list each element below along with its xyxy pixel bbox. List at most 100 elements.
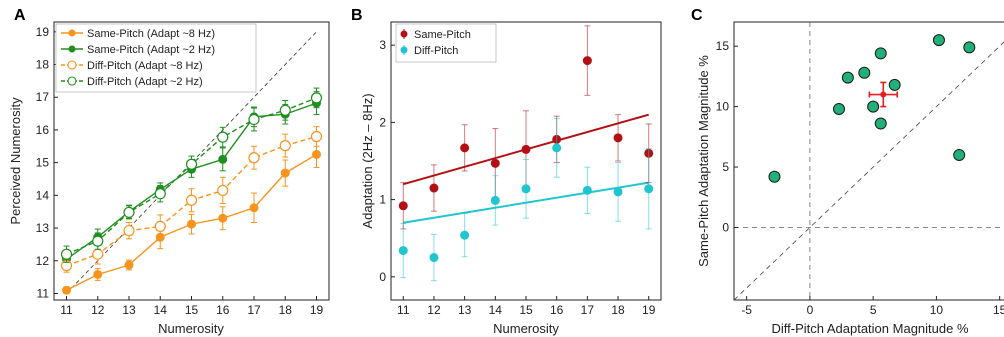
panel-b-legend-marker [400,46,408,54]
panel-b-xtick-label: 15 [519,303,533,317]
panel-b-point [429,183,439,193]
panel-c-point [858,66,871,79]
panel-a-point [185,158,198,170]
panel-b-xtick-label: 13 [458,303,472,317]
panel-a-xtick-label: 19 [310,303,324,317]
panel-c-mean-point [880,91,887,98]
panel-b-xtick-label: 12 [427,303,441,317]
panel-a-ytick-label: 17 [36,90,50,104]
panel-c-point [963,41,976,54]
panel-a-legend-label: Same-Pitch (Adapt ~8 Hz) [87,28,215,40]
panel-a-point [218,154,228,164]
panel-b-point [398,201,408,211]
panel-a-xtick-label: 18 [279,303,293,317]
panel-b-point [582,56,592,66]
panel-b-xtick-label: 18 [611,303,625,317]
panel-b-legend-marker [400,30,408,38]
panel-a-ytick-label: 14 [36,188,50,202]
panel-a-point [249,203,259,213]
panel-c-point [833,103,846,116]
panel-b-xtick-label: 14 [489,303,503,317]
panel-b-ytick-label: 1 [379,193,386,207]
panel-a-point [92,235,104,247]
panel-a-point [248,152,260,164]
panel-b-point [490,195,500,205]
panel-a-x-ticks: 11 12 13 14 15 16 17 18 19 [60,296,323,317]
panel-a-xlabel: Numerosity [158,321,224,336]
panel-a-point [248,113,260,126]
panel-b-point [429,253,439,263]
panel-a-point [93,269,103,279]
panel-c-points-layer [768,34,976,183]
panel-a-xtick-label: 12 [91,303,105,317]
panel-a-point [310,130,323,143]
panel-a-ytick-label: 13 [36,221,50,235]
panel-c-xtick-label: 5 [870,303,877,317]
panel-a-point [280,168,290,178]
panel-a-point [187,219,196,229]
panel-c-ytick-label: 15 [716,39,730,53]
panel-b-ytick-label: 0 [379,270,386,284]
panel-b-label: B [351,7,363,24]
panel-a-legend-marker [68,29,76,37]
panel-c-ytick-label: 0 [722,220,729,234]
panel-c-point [874,47,887,60]
panel-a-point [123,206,135,218]
panel-a-legend-marker [67,60,77,70]
panel-a-point [310,92,323,104]
panel-b-point [490,158,500,168]
panel-b-point [552,143,562,153]
panel-c-reference-lines [733,22,1004,301]
panel-b-legend-label: Diff-Pitch [414,45,458,57]
panel-b-point [521,144,531,154]
panel-b-x-ticks: 11 12 13 14 15 16 17 18 19 [397,296,656,317]
panel-a-point [217,131,229,143]
panel-a-point [154,188,166,200]
panel-b-point [644,184,654,194]
panel-b-point [460,230,470,240]
panel-b-point [521,184,531,194]
panel-a-xtick-label: 16 [216,303,230,317]
panel-b-legend: Same-Pitch Diff-Pitch [395,23,497,63]
panel-c-point [888,78,901,91]
panel-a-xtick-label: 14 [154,303,168,317]
panel-a-point [217,184,229,197]
panel-c-xtick-label: 10 [930,303,944,317]
panel-c-point [841,71,854,84]
panel-a-identity-line [66,31,317,294]
panel-c-xtick-label: 0 [807,303,814,317]
panel-c-ytick-label: 10 [716,100,730,114]
panel-c-axes-box [733,21,1004,301]
panel-c-point [932,34,945,47]
panel-b-point [613,187,623,197]
panel-a-point [62,285,71,295]
panel-a-point [154,220,166,233]
panel-c-point [874,117,887,130]
panel-b-ylabel: Adaptation (2Hz – 8Hz) [360,93,375,228]
panel-a-ylabel: Perceived Numerosity [8,97,23,225]
panel-c-point [768,170,781,183]
panel-c-point [953,148,966,161]
panel-a-series-layer [60,87,323,295]
panel-c-xlabel: Diff-Pitch Adaptation Magnitude % [771,321,968,336]
panel-b-point [460,143,470,153]
panel-a-legend: Same-Pitch (Adapt ~8 Hz) Same-Pitch (Adap… [55,23,257,93]
panel-b-ytick-label: 3 [379,38,386,52]
panel-b-xtick-label: 19 [642,303,656,317]
panel-c-x-ticks: -5 0 5 10 15 [741,296,1004,317]
panel-c: C -5 0 5 10 15 0 5 10 15 Diff-Pitch Adaptation … [691,7,1004,336]
panel-a-legend-label: Same-Pitch (Adapt ~2 Hz) [87,44,215,56]
panel-c-ytick-label: 5 [722,160,729,174]
panel-a-point [312,149,321,159]
panel-c-xtick-label: 15 [993,303,1004,317]
panel-b-ytick-label: 2 [379,115,386,129]
panel-a-legend-marker [68,45,76,53]
panel-b-point [398,246,408,256]
panel-a-point [123,225,135,237]
panel-a-y-ticks: 11 12 13 14 15 16 17 18 19 [36,25,58,300]
panel-a-point [279,104,291,116]
panel-a-point [124,260,134,270]
panel-a-ytick-label: 16 [36,123,50,137]
